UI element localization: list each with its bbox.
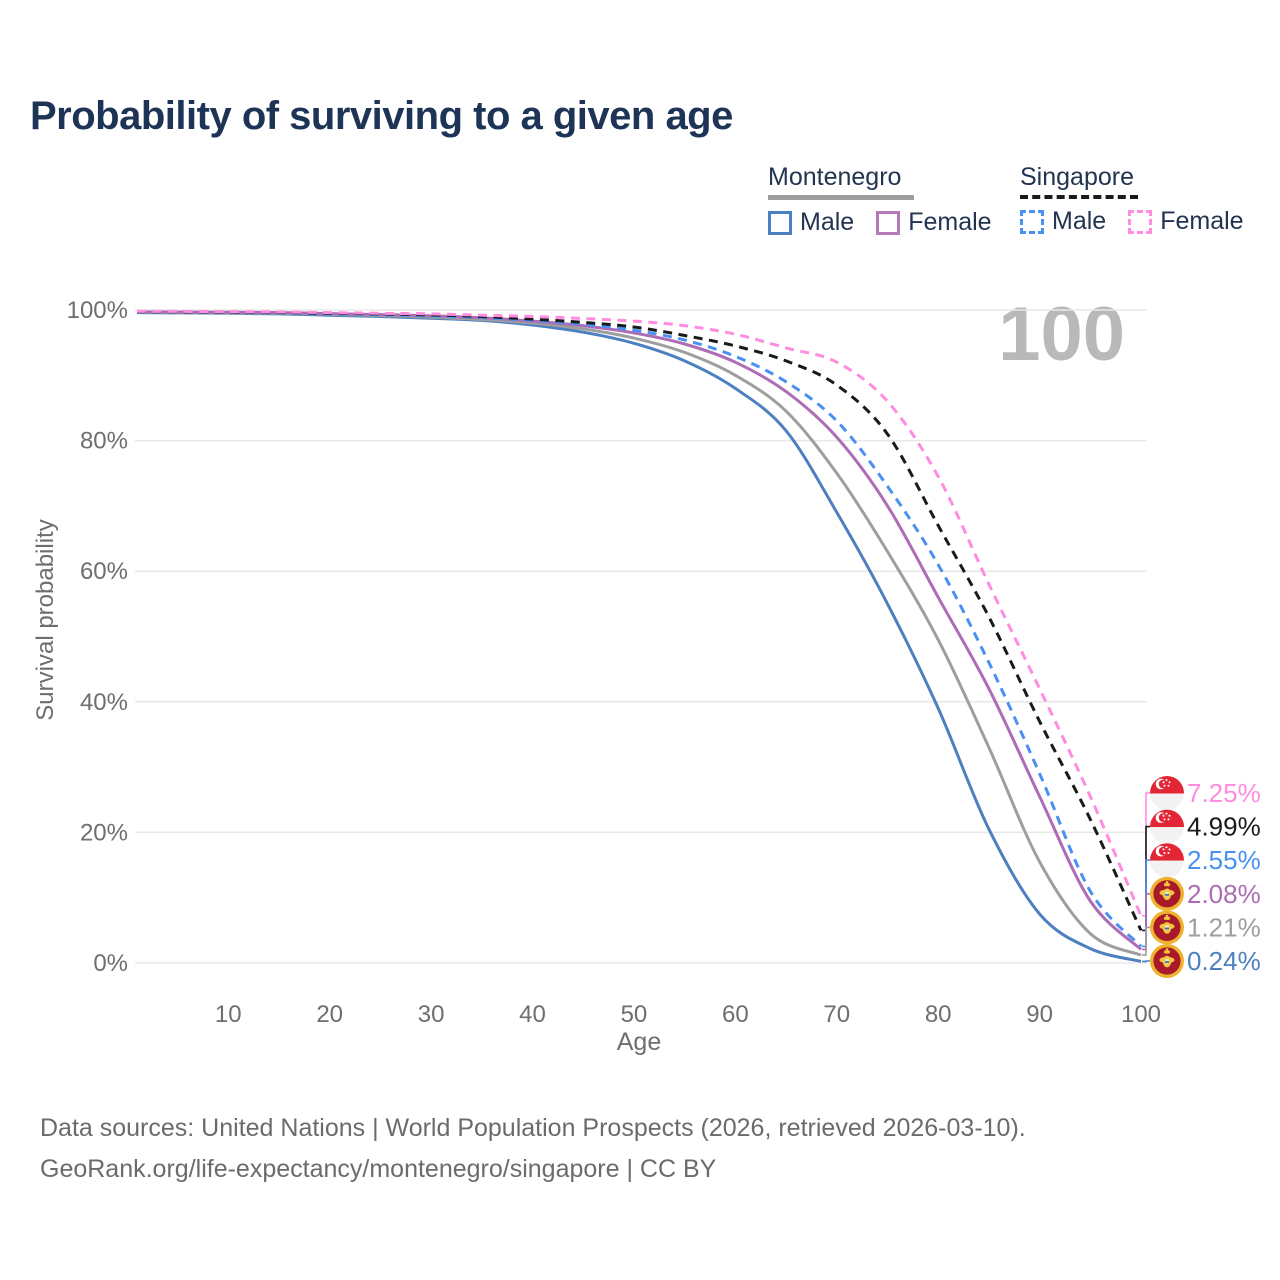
x-tick-80: 80 bbox=[925, 1001, 952, 1028]
end-value-label-singapore[interactable]: 4.99% bbox=[1187, 812, 1261, 842]
montenegro-flag-icon bbox=[1150, 876, 1184, 911]
x-tick-70: 70 bbox=[823, 1001, 850, 1028]
footer-attribution: GeoRank.org/life-expectancy/montenegro/s… bbox=[40, 1154, 717, 1183]
legend-label-montenegro-female[interactable]: Female bbox=[908, 208, 992, 236]
legend-underline-singapore bbox=[1020, 195, 1138, 199]
footer-data-sources: Data sources: United Nations | World Pop… bbox=[40, 1114, 1026, 1142]
legend-swatch-montenegro-female[interactable] bbox=[876, 210, 901, 235]
legend-swatch-montenegro-male[interactable] bbox=[768, 210, 792, 235]
singapore-flag-icon bbox=[1150, 843, 1184, 878]
y-tick-100: 100% bbox=[67, 297, 128, 324]
legend-label-montenegro-male[interactable]: Male bbox=[800, 208, 855, 236]
series-line-montenegro-male[interactable] bbox=[136, 311, 1142, 963]
end-value-label-montenegro-male[interactable]: 0.24% bbox=[1187, 946, 1261, 976]
legend-underline-montenegro bbox=[768, 195, 914, 200]
end-value-label-montenegro-female[interactable]: 2.08% bbox=[1187, 879, 1261, 909]
series-line-montenegro-female[interactable] bbox=[136, 310, 1143, 951]
label-connector bbox=[1142, 926, 1150, 956]
x-tick-90: 90 bbox=[1026, 1001, 1053, 1028]
legend-group-title-singapore: Singapore bbox=[1020, 163, 1134, 191]
end-value-label-singapore-male[interactable]: 2.55% bbox=[1187, 845, 1261, 875]
x-tick-40: 40 bbox=[519, 1001, 546, 1028]
singapore-flag-icon bbox=[1150, 776, 1184, 810]
x-tick-30: 30 bbox=[418, 1001, 445, 1028]
x-tick-100: 100 bbox=[1121, 1001, 1161, 1028]
x-tick-10: 10 bbox=[215, 1001, 242, 1028]
age-watermark: 100 bbox=[998, 292, 1125, 377]
series-line-singapore-female[interactable] bbox=[136, 309, 1143, 917]
y-tick-0: 0% bbox=[93, 950, 128, 977]
page-title: Probability of surviving to a given age bbox=[30, 94, 733, 138]
legend: Montenegro Male Female Singapore Male Fe… bbox=[0, 163, 1280, 243]
legend-swatch-singapore-female[interactable] bbox=[1128, 209, 1153, 234]
end-value-label-montenegro[interactable]: 1.21% bbox=[1187, 912, 1261, 942]
legend-label-singapore-male[interactable]: Male bbox=[1052, 207, 1107, 235]
x-axis-label: Age bbox=[617, 1028, 661, 1056]
legend-swatch-singapore-male[interactable] bbox=[1020, 209, 1044, 234]
footer: Data sources: United Nations | World Pop… bbox=[40, 1108, 1026, 1189]
x-tick-50: 50 bbox=[621, 1001, 648, 1028]
legend-group-montenegro: Montenegro Male Female bbox=[768, 163, 1006, 237]
x-tick-60: 60 bbox=[722, 1001, 749, 1028]
series-line-singapore-male[interactable] bbox=[136, 310, 1143, 948]
y-tick-60: 60% bbox=[80, 558, 128, 585]
montenegro-flag-icon bbox=[1150, 944, 1184, 978]
legend-label-singapore-female[interactable]: Female bbox=[1160, 207, 1244, 235]
singapore-flag-icon bbox=[1150, 809, 1184, 844]
series-line-singapore[interactable] bbox=[136, 310, 1143, 932]
x-tick-20: 20 bbox=[316, 1001, 343, 1028]
montenegro-flag-icon bbox=[1150, 910, 1184, 945]
series-line-montenegro[interactable] bbox=[136, 310, 1142, 957]
y-tick-20: 20% bbox=[80, 819, 128, 846]
end-value-label-singapore-female[interactable]: 7.25% bbox=[1187, 778, 1261, 808]
label-connector bbox=[1142, 893, 1150, 951]
y-tick-80: 80% bbox=[80, 428, 128, 455]
legend-group-singapore: Singapore Male Female bbox=[1020, 163, 1258, 236]
y-tick-40: 40% bbox=[80, 689, 128, 716]
legend-group-title-montenegro: Montenegro bbox=[768, 163, 902, 191]
